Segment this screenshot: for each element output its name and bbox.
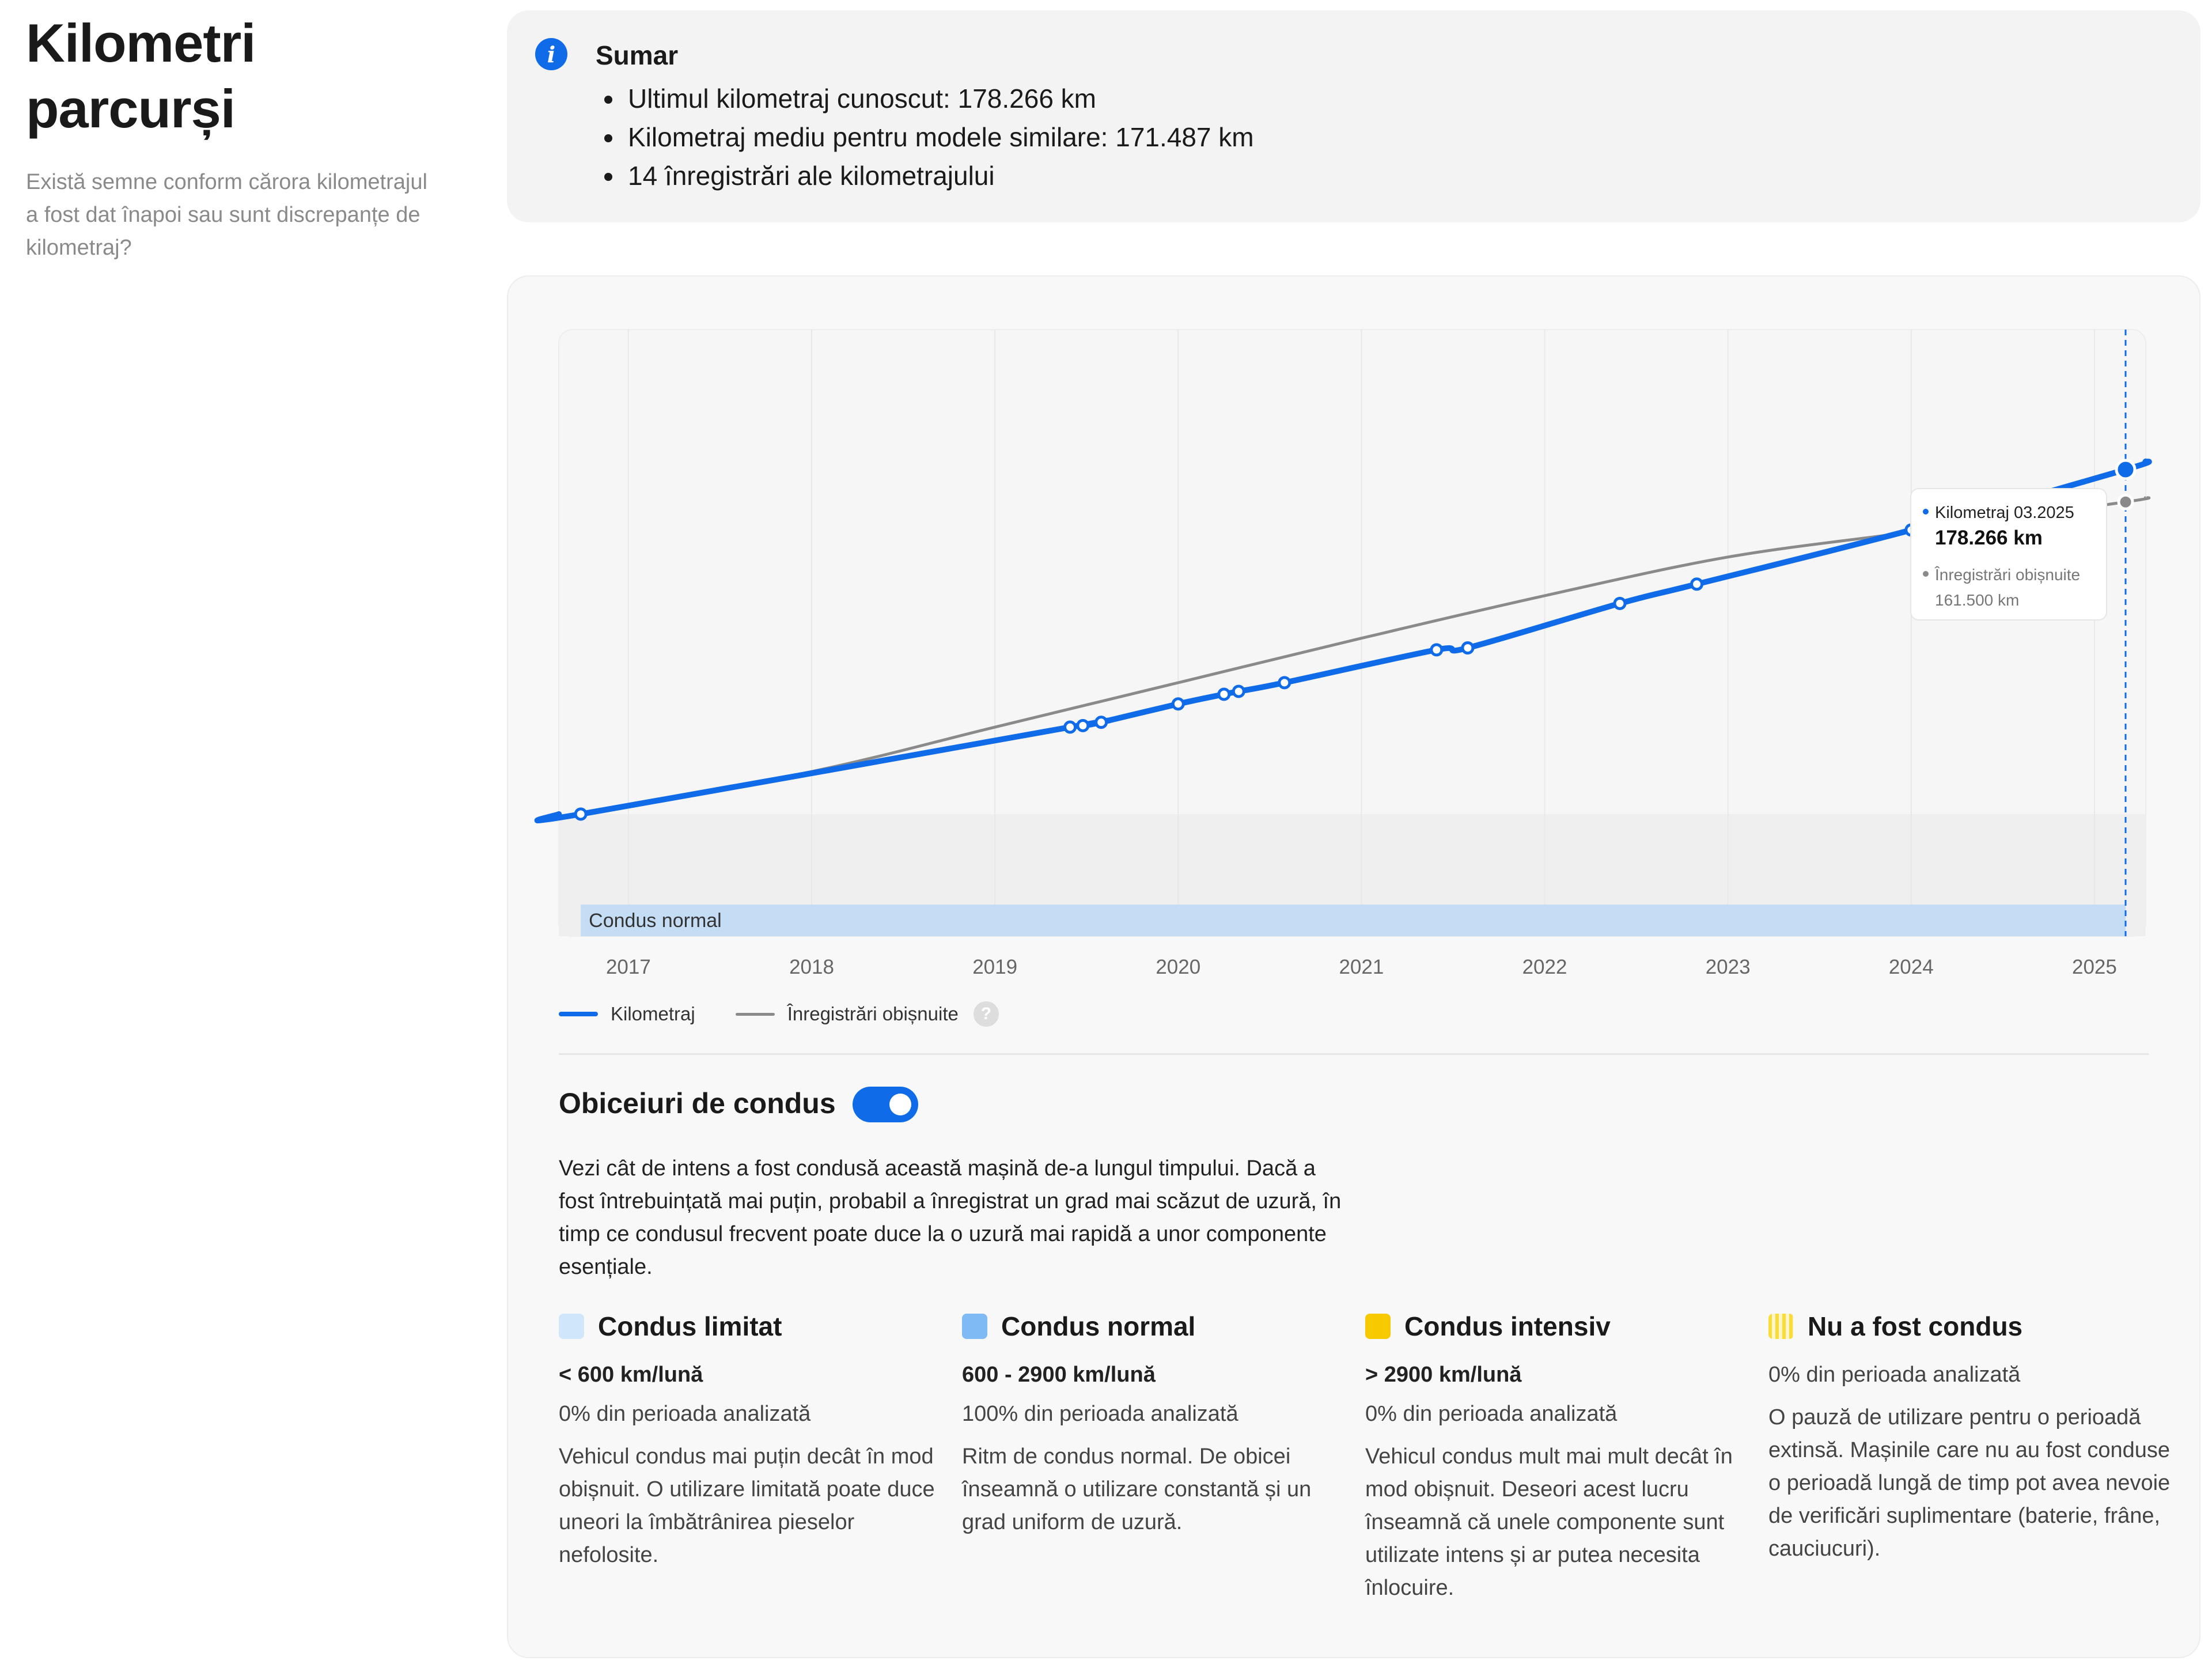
band-condus-normal — [581, 905, 2126, 936]
section-divider — [559, 1053, 2149, 1055]
tooltip-title: Kilometraj 03.2025 — [1935, 504, 2074, 522]
category-intensive-driving: Condus intensiv > 2900 km/lună 0% din pe… — [1365, 1309, 1757, 1605]
kilometraj-point-4[interactable] — [1094, 716, 1108, 729]
x-tick-label-2024: 2024 — [1889, 956, 1934, 978]
driving-habits-title: Obiceiuri de condus — [559, 1087, 836, 1119]
category-not-driven: Nu a fost condus 0% din perioada analiza… — [1768, 1309, 2172, 1565]
kilometraj-point-1[interactable] — [574, 807, 588, 821]
category-limited-range: < 600 km/lună — [559, 1363, 703, 1387]
category-limited-text: Vehicul condus mai puțin decât în mod ob… — [559, 1444, 935, 1567]
category-intensive-name: Condus intensiv — [1404, 1311, 1611, 1341]
x-tick-label-2019: 2019 — [972, 956, 1017, 978]
tooltip-dot-typical — [1923, 571, 1929, 577]
x-tick-label-2018: 2018 — [789, 956, 834, 978]
category-normal-name: Condus normal — [1001, 1311, 1196, 1341]
summary-item-records-count: 14 înregistrări ale kilometrajului — [624, 157, 1254, 195]
kilometraj-point-11[interactable] — [1613, 596, 1627, 610]
category-not-driven-text: O pauză de utilizare pentru o perioadă e… — [1768, 1405, 2171, 1561]
help-icon[interactable]: ? — [973, 1001, 999, 1027]
chart-legend: Kilometraj Înregistrări obișnuite ? — [559, 1001, 999, 1027]
kilometraj-point-2[interactable] — [1063, 720, 1077, 734]
category-limited-swatch — [559, 1314, 584, 1339]
summary-item-average-mileage: Kilometraj mediu pentru modele similare:… — [624, 118, 1254, 157]
x-tick-label-2022: 2022 — [1522, 956, 1567, 978]
kilometraj-point-9[interactable] — [1430, 643, 1444, 657]
legend-swatch-typical-records — [735, 1012, 775, 1016]
driving-habits-description: Vezi cât de intens a fost condusă aceast… — [559, 1156, 1342, 1279]
category-normal-percent: 100% din perioada analizată — [962, 1402, 1238, 1426]
tooltip-secondary-title: Înregistrări obișnuite — [1934, 566, 2080, 584]
legend-label-typical-records: Înregistrări obișnuite — [787, 1003, 959, 1024]
category-intensive-text: Vehicul condus mult mai mult decât în mo… — [1365, 1444, 1733, 1600]
x-tick-label-2020: 2020 — [1156, 956, 1200, 978]
x-tick-label-2023: 2023 — [1706, 956, 1751, 978]
x-tick-label-2021: 2021 — [1339, 956, 1384, 978]
kilometraj-point-5[interactable] — [1171, 697, 1185, 711]
kilometraj-point-14[interactable] — [2115, 459, 2137, 481]
driving-habits-toggle[interactable] — [853, 1087, 918, 1122]
x-tick-label-2017: 2017 — [606, 956, 651, 978]
page-subtitle: Există semne conform cărora kilometrajul… — [26, 170, 427, 260]
legend-item-typical-records[interactable]: Înregistrări obișnuite ? — [735, 1001, 999, 1027]
category-normal-driving: Condus normal 600 - 2900 km/lună 100% di… — [962, 1309, 1354, 1539]
category-not-driven-swatch — [1768, 1314, 1794, 1339]
category-normal-range: 600 - 2900 km/lună — [962, 1363, 1156, 1387]
chart-tooltip — [1910, 488, 2107, 621]
category-limited-driving: Condus limitat < 600 km/lună 0% din peri… — [559, 1309, 950, 1572]
category-intensive-percent: 0% din perioada analizată — [1365, 1402, 1618, 1426]
kilometraj-point-6[interactable] — [1217, 687, 1231, 701]
legend-label-kilometraj: Kilometraj — [611, 1003, 695, 1024]
page-title: Kilometri parcurși — [26, 13, 256, 139]
typical-records-point[interactable] — [2117, 493, 2134, 510]
category-intensive-swatch — [1365, 1314, 1391, 1339]
kilometraj-point-3[interactable] — [1076, 718, 1090, 732]
legend-item-kilometraj[interactable]: Kilometraj — [559, 1003, 695, 1025]
category-not-driven-percent: 0% din perioada analizată — [1768, 1363, 2021, 1387]
mileage-chart[interactable]: Condus normal 2017 2018 2019 2020 2021 2022 202… — [0, 0, 2212, 991]
category-normal-swatch — [962, 1314, 987, 1339]
kilometraj-point-10[interactable] — [1461, 641, 1475, 655]
tooltip-value: 178.266 km — [1935, 527, 2043, 549]
summary-title: Sumar — [596, 40, 679, 70]
category-normal-text: Ritm de condus normal. De obicei înseamn… — [962, 1444, 1312, 1534]
kilometraj-point-12[interactable] — [1690, 577, 1704, 591]
category-intensive-range: > 2900 km/lună — [1365, 1363, 1522, 1387]
summary-item-last-mileage: Ultimul kilometraj cunoscut: 178.266 km — [624, 80, 1254, 118]
tooltip-secondary-value: 161.500 km — [1935, 591, 2019, 609]
legend-swatch-kilometraj — [559, 1012, 598, 1016]
category-limited-percent: 0% din perioada analizată — [559, 1402, 811, 1426]
category-not-driven-name: Nu a fost condus — [1808, 1311, 2023, 1341]
tooltip-dot-kilometraj — [1923, 509, 1929, 515]
category-limited-name: Condus limitat — [598, 1311, 782, 1341]
band-label: Condus normal — [589, 910, 722, 932]
kilometraj-point-7[interactable] — [1232, 684, 1245, 698]
x-tick-label-2025: 2025 — [2072, 956, 2117, 978]
summary-panel — [507, 10, 2200, 222]
info-icon: i — [535, 38, 567, 70]
toggle-knob — [889, 1094, 911, 1115]
summary-list: Ultimul kilometraj cunoscut: 178.266 km … — [596, 80, 1254, 195]
kilometraj-point-8[interactable] — [1278, 676, 1291, 690]
